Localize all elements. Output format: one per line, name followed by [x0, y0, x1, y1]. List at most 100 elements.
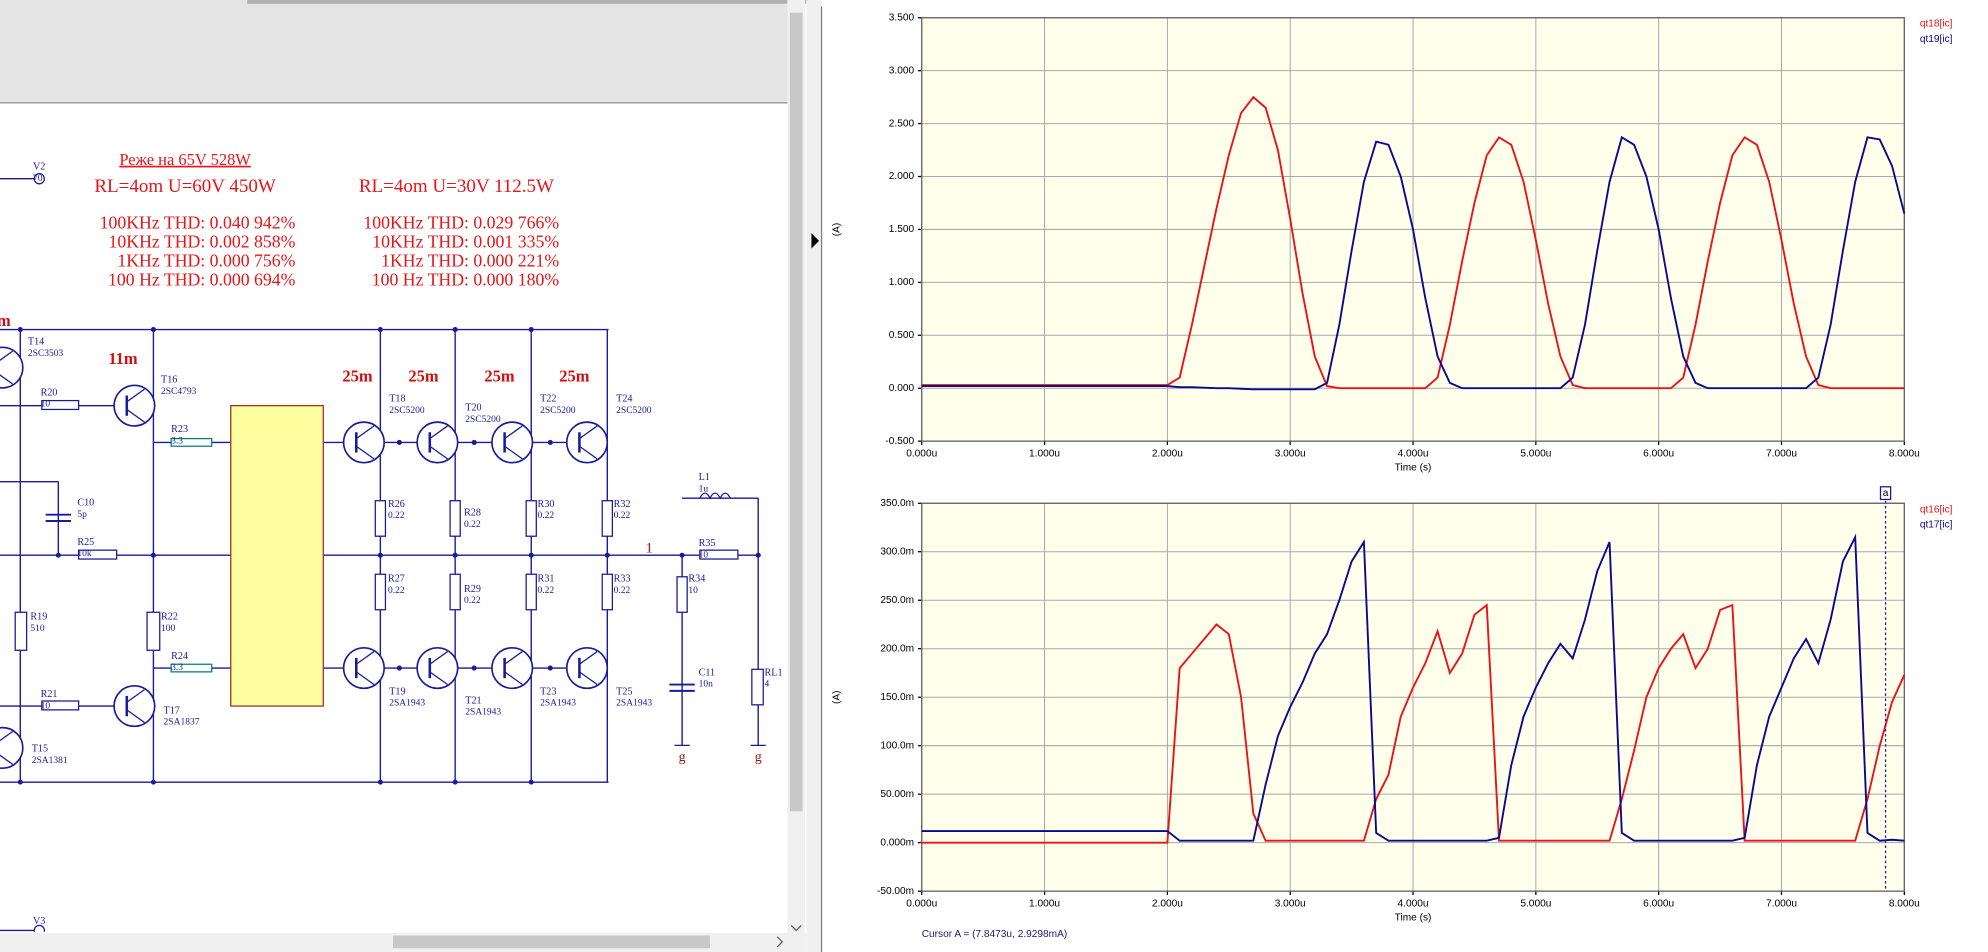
thd-result: 1KHz THD: 0.000 756%: [117, 250, 295, 270]
junction: [547, 665, 553, 671]
component-value: 0.22: [614, 511, 631, 521]
transistor: [0, 346, 24, 389]
component-value: 2SA1837: [164, 718, 200, 728]
junction: [528, 327, 534, 333]
transistor: [416, 646, 459, 690]
component-ref: T23: [540, 686, 556, 697]
component-value: 2SC5200: [389, 406, 425, 416]
transistor-leads: [355, 651, 375, 686]
y-tick-label: 2.000: [889, 171, 915, 182]
schematic-pane: [0, 0, 807, 952]
component-ref: R32: [614, 499, 631, 510]
splitter[interactable]: [806, 0, 822, 952]
component-value: 2SC5200: [540, 406, 576, 416]
current-label: 25m: [559, 367, 589, 386]
component-value: 2SA1943: [540, 699, 576, 709]
component-value: 2SC4793: [161, 387, 197, 397]
transistor-leads: [504, 651, 523, 686]
component-ref: T18: [389, 394, 405, 405]
current-label: m: [0, 311, 11, 330]
legend-entry: qt16[ic]: [1920, 504, 1953, 515]
resistor: [77, 549, 118, 560]
thd-result: 100KHz THD: 0.040 942%: [100, 212, 296, 232]
component-value: 0.22: [538, 586, 555, 596]
junction: [604, 552, 610, 558]
h-scroll-thumb[interactable]: [393, 935, 710, 949]
charts: -0.500 0.000 0.500 1.000 1.500 2.000 2.500 3.00…: [831, 12, 1952, 940]
schematic-title: Реже на 65V 528W: [119, 150, 251, 169]
current-label: 25m: [342, 367, 372, 386]
resistor: [170, 663, 213, 673]
component-ref: RL1: [765, 667, 783, 678]
junction: [150, 552, 156, 558]
x-axis-label: Time (s): [1395, 912, 1432, 923]
component-value: 2SC3503: [28, 349, 64, 359]
node-label: 1: [645, 539, 653, 556]
component-ref: T20: [465, 403, 481, 414]
component-ref: R28: [464, 508, 481, 519]
junction: [396, 665, 402, 671]
transistor-leads: [579, 425, 598, 460]
junction: [377, 327, 383, 333]
component-ref: R21: [41, 689, 58, 700]
source: [33, 924, 46, 932]
component-ref: T16: [161, 375, 177, 386]
junction: [55, 552, 61, 558]
current-label: 25m: [484, 367, 514, 386]
x-tick-label: 8.000u: [1889, 899, 1920, 910]
component-ref: V2: [33, 162, 45, 173]
resistor: [525, 500, 537, 537]
transistor: [565, 421, 609, 464]
component-value: 10: [41, 701, 51, 711]
resistor: [449, 500, 461, 537]
splitter-arrow[interactable]: [811, 233, 820, 249]
component-ref: R33: [614, 574, 631, 585]
cursor-readout: Cursor A = (7.8473u, 2.9298mA): [922, 929, 1068, 940]
x-tick-label: 2.000u: [1152, 899, 1183, 910]
junction: [471, 439, 477, 445]
ground-label: g: [679, 750, 686, 765]
driver-block: [230, 405, 324, 707]
x-tick-label: 5.000u: [1520, 899, 1551, 910]
x-tick-label: 1.000u: [1029, 448, 1060, 459]
transistor-leads: [429, 425, 448, 460]
component-ref: T25: [616, 686, 632, 697]
x-tick-label: 7.000u: [1766, 448, 1797, 459]
transistor: [113, 384, 156, 427]
v-scroll-thumb[interactable]: [789, 12, 803, 812]
current-label: 25m: [408, 367, 438, 386]
component-ref: C11: [699, 667, 716, 678]
thd-result: 10KHz THD: 0.001 335%: [372, 231, 559, 251]
component-value: 1u: [699, 484, 709, 494]
schematic: Реже на 65V 528W RL=4om U=60V 450W RL=4om …: [0, 150, 783, 932]
scroll-arrow[interactable]: [776, 936, 784, 948]
component-ref: R25: [77, 537, 94, 548]
top-strip: [247, 0, 807, 4]
component-value: 2SA1943: [465, 708, 501, 718]
junction: [471, 665, 477, 671]
component-value: 10n: [699, 680, 714, 690]
inductor: [699, 492, 731, 500]
scroll-arrow[interactable]: [790, 924, 802, 932]
component-value: 0.22: [464, 520, 481, 530]
x-tick-label: 0.000u: [906, 448, 937, 459]
transistor-leads: [126, 689, 145, 724]
y-tick-label: 150.0m: [880, 692, 914, 703]
component-ref: R20: [41, 387, 58, 398]
resistor: [676, 576, 688, 613]
component-ref: T19: [389, 686, 405, 697]
legend-entry: qt19[ic]: [1920, 34, 1953, 45]
component-value: 0.22: [464, 596, 481, 606]
junction: [150, 327, 156, 333]
component-ref: R26: [388, 499, 405, 510]
y-axis-label: (A): [831, 690, 842, 703]
resistor: [146, 611, 161, 651]
plot-border: [921, 17, 1905, 442]
component-ref: V3: [33, 916, 45, 927]
component-ref: R27: [388, 574, 405, 585]
x-tick-label: 2.000u: [1152, 448, 1183, 459]
junction: [17, 327, 23, 333]
thd-result: 100KHz THD: 0.029 766%: [363, 212, 559, 232]
series-line: [921, 135, 1906, 391]
y-tick-label: 0.000: [889, 383, 915, 394]
